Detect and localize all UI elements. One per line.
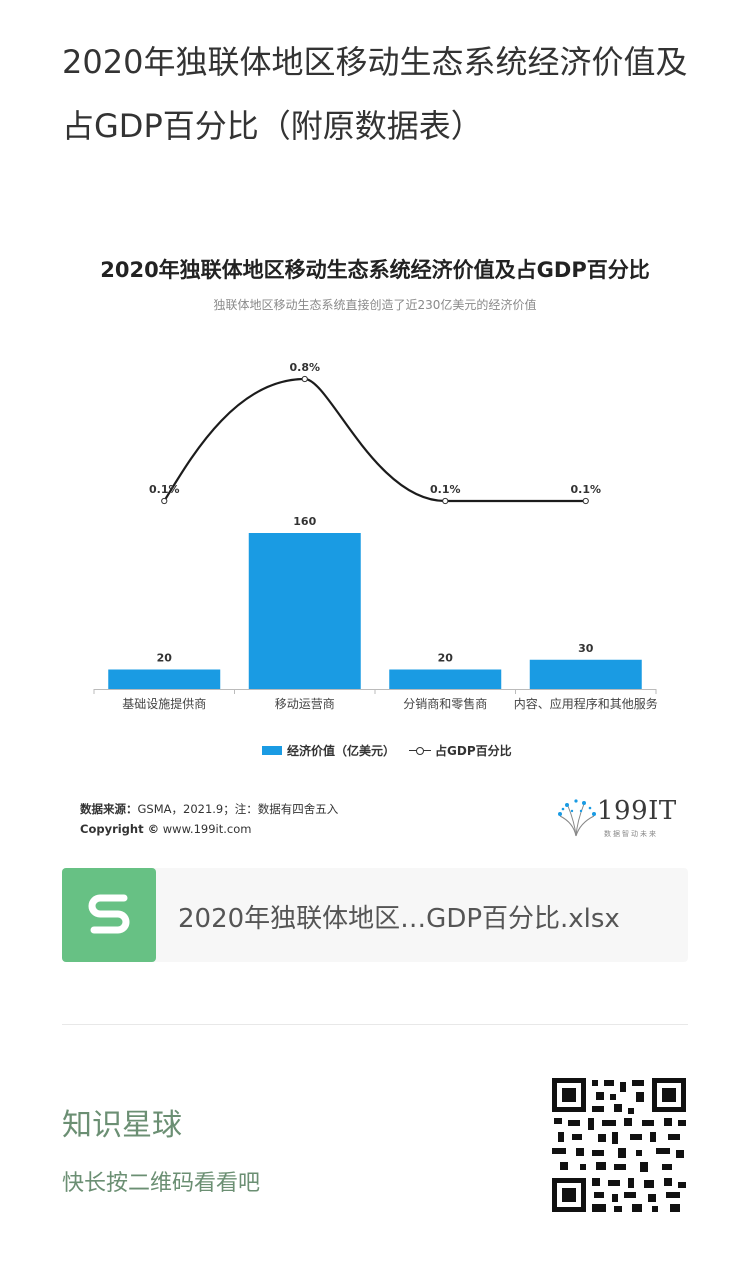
chart-subtitle: 独联体地区移动生态系统直接创造了近230亿美元的经济价值 xyxy=(213,298,537,312)
gdp-share-point xyxy=(301,375,308,383)
logo-tagline: 数据智动未来 xyxy=(604,830,658,838)
attachment-card[interactable]: 2020年独联体地区…GDP百分比.xlsx xyxy=(62,868,688,962)
chart-plot: 20 基础设施提供商 160 移动运营商 20 分销商和零售商 30 内容、应用程序和其他服务… xyxy=(93,361,658,711)
legend-bar-label: 经济价值（亿美元） xyxy=(287,744,396,758)
source-text: GSMA，2021.9；注：数据有四舍五入 xyxy=(137,802,339,816)
legend-line-label: 占GDP百分比 xyxy=(435,744,512,758)
chart-title: 2020年独联体地区移动生态系统经济价值及占GDP百分比 xyxy=(100,258,650,282)
x-tick-label: 基础设施提供商 xyxy=(122,696,206,711)
x-tick-label: 移动运营商 xyxy=(275,696,335,711)
gdp-share-label: 0.8% xyxy=(289,361,320,374)
bar-value-label: 20 xyxy=(438,652,454,665)
copyright-note: Copyright © www.199it.com xyxy=(80,822,251,836)
x-tick-label: 分销商和零售商 xyxy=(403,696,487,711)
chart-legend: 经济价值（亿美元） 占GDP百分比 xyxy=(262,742,512,759)
bar-2 xyxy=(248,533,361,689)
gdp-share-label: 0.1% xyxy=(149,483,180,496)
bar-value-label: 30 xyxy=(578,642,594,655)
legend-line-marker xyxy=(409,746,432,756)
bar-3 xyxy=(389,669,502,689)
bar-4 xyxy=(529,659,642,689)
gdp-share-label: 0.1% xyxy=(430,483,461,496)
copyright-url: www.199it.com xyxy=(162,822,252,836)
bar-1 xyxy=(108,669,221,689)
legend-bar-swatch xyxy=(262,746,282,755)
copyright-label: Copyright © xyxy=(80,822,160,836)
bar-value-label: 160 xyxy=(293,515,316,528)
dandelion-icon xyxy=(558,799,596,837)
spreadsheet-icon xyxy=(62,868,156,962)
x-tick-label: 内容、应用程序和其他服务 xyxy=(514,696,658,711)
gdp-share-point xyxy=(442,497,449,505)
promo-title: 知识星球 xyxy=(62,1108,182,1143)
gdp-share-label: 0.1% xyxy=(570,483,601,496)
brand-logo: 199IT 数据智动未来 xyxy=(554,796,676,840)
bar-value-label: 20 xyxy=(157,652,173,665)
qr-code-icon[interactable] xyxy=(552,1078,686,1212)
gdp-share-point xyxy=(161,497,168,505)
promo-subtitle: 快长按二维码看看吧 xyxy=(62,1171,261,1196)
attachment-file-name[interactable]: 2020年独联体地区…GDP百分比.xlsx xyxy=(178,904,620,934)
source-label: 数据来源： xyxy=(80,802,138,816)
gdp-share-line xyxy=(163,377,586,503)
section-divider xyxy=(62,1024,688,1025)
source-note: 数据来源：GSMA，2021.9；注：数据有四舍五入 xyxy=(80,801,338,817)
logo-text: 199IT xyxy=(597,796,677,826)
gdp-share-point xyxy=(582,497,589,505)
article-title: 2020年独联体地区移动生态系统经济价值及占GDP百分比（附原数据表） xyxy=(62,43,688,145)
